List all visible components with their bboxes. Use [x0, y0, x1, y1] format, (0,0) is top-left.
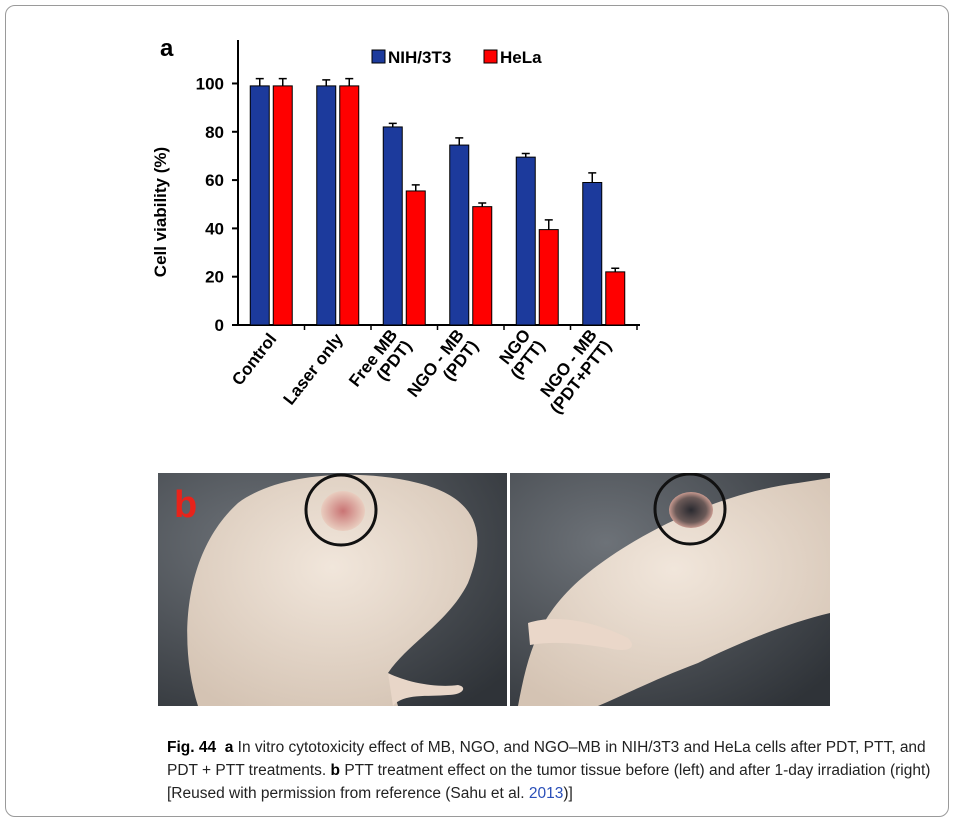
caption: Fig. 44 a In vitro cytotoxicity effect o…	[167, 736, 947, 805]
legend-label: HeLa	[500, 48, 542, 67]
caption-a-label: a	[224, 739, 234, 756]
bar	[316, 85, 337, 326]
y-tick-label: 20	[205, 268, 224, 287]
caption-b-label: b	[330, 762, 340, 779]
tumor	[669, 492, 713, 528]
error-bar	[521, 152, 530, 158]
mouse-paw	[528, 618, 632, 650]
caption-b-text: PTT treatment effect on the tumor tissue…	[167, 762, 931, 802]
x-tick-label-line: Control	[228, 330, 280, 389]
x-tick-label-line: Laser only	[280, 329, 348, 408]
tumor-circle	[304, 473, 378, 547]
mouse-paw	[388, 673, 464, 706]
bar	[449, 144, 470, 326]
bar	[538, 229, 559, 326]
photo-panel: b	[158, 473, 830, 706]
error-bar	[278, 77, 287, 86]
error-bar	[455, 137, 464, 146]
bar	[272, 85, 293, 326]
error-bar	[611, 267, 620, 272]
panel-label: a	[160, 35, 174, 62]
y-tick-label: 0	[215, 316, 224, 335]
bar	[382, 126, 403, 326]
panel-label: b	[174, 484, 197, 526]
y-tick-label: 40	[205, 219, 224, 238]
legend-label: NIH/3T3	[388, 48, 451, 67]
error-bar	[388, 122, 397, 127]
x-tick-label: NGO(PTT)	[493, 326, 549, 383]
error-bar	[544, 219, 553, 230]
bar	[472, 206, 493, 326]
error-bar	[345, 77, 354, 86]
bar	[605, 271, 626, 326]
bar	[339, 85, 360, 326]
legend-swatch	[483, 49, 498, 64]
x-tick-label: Laser only	[280, 329, 348, 408]
caption-closing: )]	[563, 785, 573, 802]
tumor	[321, 491, 365, 531]
y-tick-label: 80	[205, 123, 224, 142]
mouse-body	[187, 474, 478, 706]
figure-frame	[5, 5, 949, 817]
caption-a-text: In vitro cytotoxicity effect of MB, NGO,…	[167, 739, 926, 779]
mouse-body	[518, 478, 830, 706]
tumor-circle	[653, 473, 727, 546]
citation-link[interactable]: 2013	[528, 785, 564, 802]
y-tick-label: 100	[196, 74, 224, 93]
x-tick-label: Control	[228, 330, 280, 389]
chart: a Cell viability (%) 0 20 40 60 80 100 NIH/3T3…	[151, 35, 640, 418]
x-tick-label: NGO - MB(PDT)	[404, 326, 483, 412]
error-bar	[322, 79, 331, 86]
error-bar	[478, 202, 487, 207]
bar	[249, 85, 270, 326]
error-bar	[588, 172, 597, 183]
y-tick-label: 60	[205, 171, 224, 190]
error-bar	[255, 77, 264, 86]
bar	[582, 182, 603, 326]
bar	[405, 190, 426, 326]
legend-swatch	[371, 49, 386, 64]
error-bar	[411, 184, 420, 191]
figure-label: Fig. 44	[167, 739, 217, 756]
y-axis-label: Cell viability (%)	[151, 147, 170, 277]
x-tick-label: NGO - MB(PDT+PTT)	[532, 326, 615, 418]
bar	[515, 156, 536, 326]
